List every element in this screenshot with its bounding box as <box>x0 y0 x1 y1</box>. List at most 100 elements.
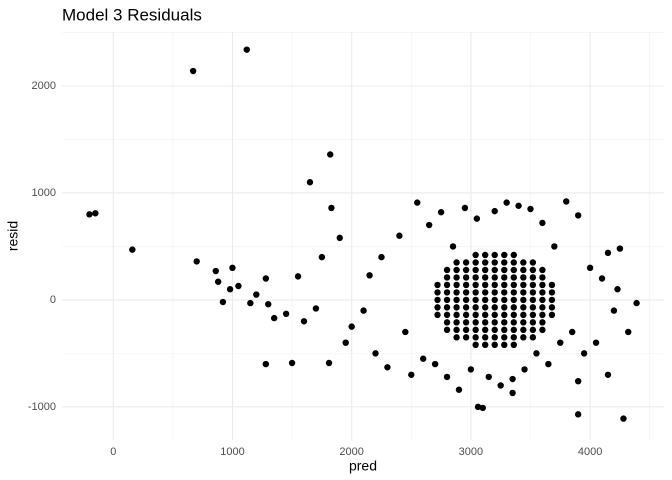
point <box>366 272 373 279</box>
point <box>86 211 93 218</box>
point <box>453 266 460 274</box>
point <box>539 289 546 296</box>
point <box>485 373 492 381</box>
point <box>262 360 270 368</box>
point <box>443 281 451 289</box>
point <box>501 304 508 311</box>
point <box>604 249 612 257</box>
point <box>214 278 222 285</box>
point <box>533 350 540 357</box>
point <box>557 339 564 346</box>
point <box>453 311 460 319</box>
point <box>510 341 517 349</box>
point <box>472 296 479 304</box>
point <box>529 281 537 289</box>
point <box>472 334 479 341</box>
point <box>529 326 537 334</box>
point <box>481 311 489 319</box>
point <box>510 251 517 259</box>
point <box>529 334 537 341</box>
y-tick-label: 1000 <box>32 187 56 199</box>
point <box>509 389 516 397</box>
point <box>481 296 489 304</box>
point <box>467 366 475 373</box>
point <box>462 326 470 334</box>
point <box>548 311 556 319</box>
point <box>318 253 326 261</box>
point <box>510 311 517 319</box>
point <box>235 282 242 290</box>
point <box>529 274 537 281</box>
point <box>527 205 534 213</box>
point <box>520 281 527 289</box>
point <box>129 246 136 253</box>
point <box>472 304 479 311</box>
point <box>501 259 508 266</box>
point <box>472 341 479 349</box>
point <box>539 319 546 326</box>
point <box>434 311 441 319</box>
point <box>462 304 470 311</box>
point <box>414 199 421 206</box>
point <box>472 251 479 259</box>
point <box>472 281 479 289</box>
point <box>509 375 516 383</box>
point <box>92 210 99 217</box>
point <box>189 67 197 75</box>
point <box>551 243 558 250</box>
point <box>270 314 278 322</box>
point <box>529 319 537 326</box>
point <box>453 334 460 341</box>
point <box>501 319 508 326</box>
point <box>453 304 460 311</box>
point <box>539 304 546 311</box>
point <box>548 289 556 296</box>
point <box>443 266 451 274</box>
point <box>462 296 470 304</box>
point <box>510 296 517 304</box>
point <box>491 281 498 289</box>
point <box>481 251 489 259</box>
point <box>548 281 556 289</box>
point <box>453 259 460 266</box>
y-tick-label: 2000 <box>32 80 56 92</box>
point <box>529 304 537 311</box>
point <box>325 359 333 367</box>
point <box>481 281 489 289</box>
point <box>408 371 415 378</box>
point <box>548 304 556 311</box>
point <box>545 360 552 368</box>
point <box>481 266 489 274</box>
point <box>529 296 537 304</box>
point <box>529 289 537 296</box>
point <box>520 304 527 311</box>
point <box>510 281 517 289</box>
point <box>574 411 582 418</box>
point <box>620 415 627 422</box>
point <box>472 259 479 266</box>
point <box>462 319 470 326</box>
x-tick-label: 4000 <box>578 446 602 458</box>
point <box>265 300 272 308</box>
point <box>294 273 302 280</box>
point <box>449 243 457 250</box>
point <box>491 334 498 341</box>
point <box>474 403 482 411</box>
point <box>336 234 343 242</box>
point <box>472 274 479 281</box>
point <box>300 318 308 325</box>
point <box>625 328 632 336</box>
point <box>491 326 498 334</box>
point <box>539 266 546 274</box>
point <box>443 319 451 326</box>
point <box>472 289 479 296</box>
x-tick-label: 2000 <box>339 446 363 458</box>
point <box>212 267 219 275</box>
point <box>491 304 498 311</box>
point <box>453 296 460 304</box>
point <box>539 326 546 334</box>
point <box>481 259 489 266</box>
point <box>520 296 527 304</box>
point <box>312 305 320 312</box>
point <box>462 266 470 274</box>
